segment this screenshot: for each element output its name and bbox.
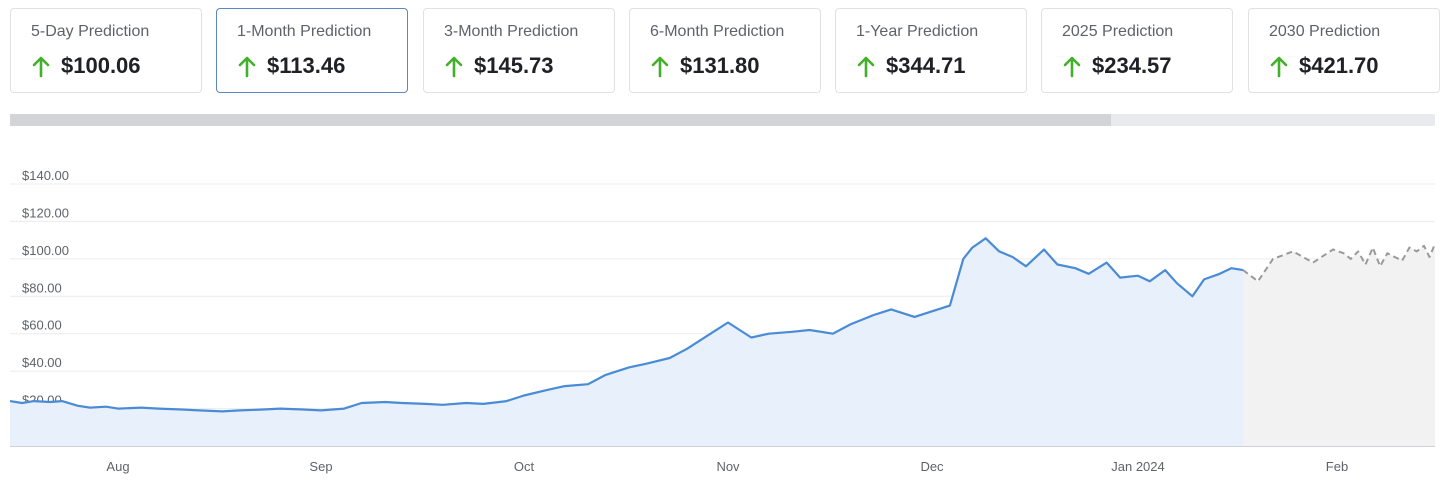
y-tick-label: $120.00 <box>22 205 69 220</box>
cards-scrollbar[interactable] <box>10 114 1435 126</box>
x-tick-label: Dec <box>920 459 944 474</box>
prediction-card-2025[interactable]: 2025 Prediction $234.57 <box>1041 8 1233 93</box>
prediction-label: 6-Month Prediction <box>650 23 785 40</box>
chart-areas <box>10 238 1435 446</box>
prediction-card-5-day[interactable]: 5-Day Prediction $100.06 <box>10 8 202 93</box>
prediction-label: 3-Month Prediction <box>444 23 579 40</box>
prediction-value: $145.73 <box>474 53 554 78</box>
y-tick-label: $40.00 <box>22 355 62 370</box>
forecast-area <box>1243 243 1435 446</box>
y-tick-label: $140.00 <box>22 168 69 183</box>
prediction-value-row: $145.73 <box>444 52 554 80</box>
prediction-card-1-month[interactable]: 1-Month Prediction $113.46 <box>216 8 408 93</box>
y-tick-label: $80.00 <box>22 280 62 295</box>
historical-price-line <box>9 237 1244 413</box>
prediction-label: 1-Year Prediction <box>856 23 979 40</box>
up-arrow-icon <box>1270 56 1288 78</box>
x-tick-label: Nov <box>716 459 740 474</box>
prediction-card-6-month[interactable]: 6-Month Prediction $131.80 <box>629 8 821 93</box>
prediction-label: 2030 Prediction <box>1269 23 1381 40</box>
prediction-value-row: $234.57 <box>1062 52 1172 80</box>
prediction-value: $421.70 <box>1299 53 1379 78</box>
prediction-label: 2025 Prediction <box>1062 23 1174 40</box>
y-tick-label: $100.00 <box>22 243 69 258</box>
prediction-value: $100.06 <box>61 53 141 78</box>
prediction-label: 1-Month Prediction <box>237 23 372 40</box>
y-axis: $0.00$20.00$40.00$60.00$80.00$100.00$120… <box>22 168 69 445</box>
up-arrow-icon <box>32 56 50 78</box>
up-arrow-icon <box>857 56 875 78</box>
x-tick-label: Aug <box>106 459 129 474</box>
x-tick-label: Jan 2024 <box>1111 459 1165 474</box>
prediction-value-row: $421.70 <box>1269 52 1379 80</box>
prediction-value: $344.71 <box>886 53 966 78</box>
prediction-value: $131.80 <box>680 53 760 78</box>
prediction-cards: 5-Day Prediction $100.06 1-Month Predict… <box>10 8 1446 96</box>
x-axis: Aug Sep Oct Nov Dec Jan 2024 Feb <box>106 459 1348 474</box>
up-arrow-icon <box>1063 56 1081 78</box>
prediction-card-3-month[interactable]: 3-Month Prediction $145.73 <box>423 8 615 93</box>
up-arrow-icon <box>445 56 463 78</box>
up-arrow-icon <box>238 56 256 78</box>
x-tick-label: Feb <box>1326 459 1348 474</box>
prediction-card-2030[interactable]: 2030 Prediction $421.70 <box>1248 8 1440 93</box>
scrollbar-thumb[interactable] <box>10 114 1111 126</box>
y-tick-label: $60.00 <box>22 318 62 333</box>
prediction-value: $113.46 <box>267 53 346 78</box>
prediction-value-row: $100.06 <box>31 52 141 80</box>
prediction-label: 5-Day Prediction <box>31 23 150 40</box>
historical-area <box>10 238 1243 446</box>
prediction-card-1-year[interactable]: 1-Year Prediction $344.71 <box>835 8 1027 93</box>
prediction-value: $234.57 <box>1092 53 1172 78</box>
forecast-price-line <box>1242 243 1436 283</box>
x-tick-label: Sep <box>309 459 332 474</box>
prediction-value-row: $131.80 <box>650 52 760 80</box>
chart-lines <box>9 237 1436 413</box>
prediction-value-row: $113.46 <box>237 52 345 80</box>
x-tick-label: Oct <box>514 459 535 474</box>
up-arrow-icon <box>651 56 669 78</box>
prediction-value-row: $344.71 <box>856 52 966 80</box>
